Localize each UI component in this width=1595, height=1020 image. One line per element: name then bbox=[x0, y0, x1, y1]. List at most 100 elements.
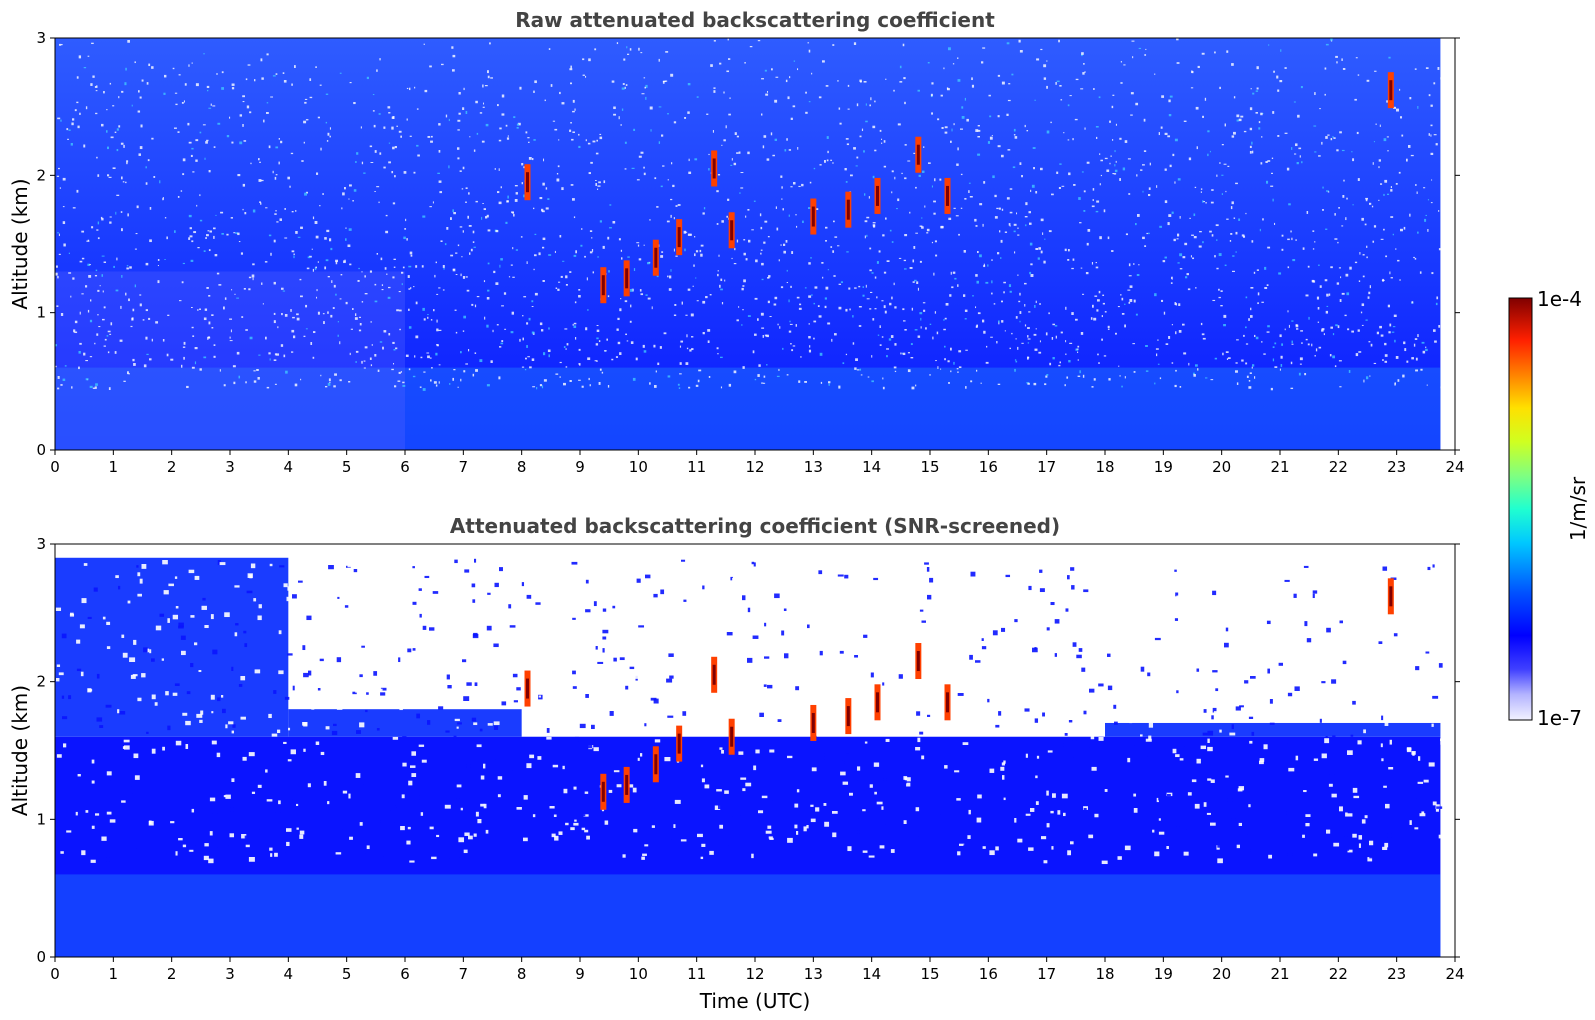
speckle bbox=[1030, 263, 1033, 266]
speckle bbox=[547, 349, 551, 353]
speckle bbox=[1176, 62, 1180, 64]
speckle bbox=[486, 384, 490, 387]
speckle bbox=[1001, 627, 1006, 632]
speckle bbox=[790, 186, 793, 188]
speckle bbox=[640, 753, 643, 757]
speckle bbox=[1212, 707, 1217, 713]
speckle bbox=[1179, 746, 1185, 750]
speckle bbox=[72, 277, 75, 280]
speckle bbox=[402, 618, 407, 623]
speckle bbox=[446, 674, 450, 680]
x-tick-label: 18 bbox=[1095, 458, 1114, 476]
speckle bbox=[1232, 255, 1235, 257]
speckle bbox=[1072, 740, 1077, 744]
speckle bbox=[278, 630, 282, 635]
speckle bbox=[985, 281, 989, 284]
speckle bbox=[448, 118, 450, 122]
speckle bbox=[602, 629, 609, 634]
speckle bbox=[840, 281, 844, 284]
speckle bbox=[873, 762, 880, 767]
speckle bbox=[1196, 758, 1201, 764]
speckle bbox=[183, 341, 186, 345]
speckle bbox=[487, 723, 493, 726]
speckle bbox=[1372, 240, 1375, 243]
speckle bbox=[587, 142, 591, 145]
speckle bbox=[481, 140, 485, 143]
speckle bbox=[883, 271, 887, 274]
speckle bbox=[982, 223, 984, 227]
speckle bbox=[324, 266, 327, 270]
speckle bbox=[800, 356, 802, 358]
speckle bbox=[110, 322, 113, 326]
speckle bbox=[1260, 714, 1266, 717]
speckle bbox=[383, 126, 386, 129]
speckle bbox=[1044, 383, 1047, 386]
speckle bbox=[364, 275, 366, 278]
x-tick-label: 1 bbox=[109, 965, 119, 983]
speckle bbox=[943, 67, 945, 70]
speckle bbox=[563, 788, 568, 794]
speckle bbox=[411, 751, 417, 756]
speckle bbox=[786, 732, 793, 736]
speckle bbox=[762, 335, 764, 338]
speckle bbox=[455, 274, 458, 276]
speckle bbox=[573, 322, 577, 325]
speckle bbox=[1326, 190, 1329, 192]
speckle bbox=[1341, 292, 1345, 295]
speckle bbox=[445, 114, 448, 118]
speckle bbox=[898, 674, 903, 679]
speckle bbox=[438, 180, 442, 183]
speckle bbox=[869, 247, 872, 250]
speckle bbox=[603, 180, 606, 184]
speckle bbox=[922, 302, 926, 304]
speckle bbox=[598, 181, 601, 184]
speckle bbox=[89, 319, 93, 323]
speckle bbox=[764, 588, 770, 593]
speckle bbox=[1245, 326, 1247, 329]
speckle bbox=[673, 217, 675, 220]
speckle bbox=[415, 301, 418, 305]
speckle bbox=[792, 715, 799, 720]
speckle bbox=[1172, 748, 1177, 754]
speckle bbox=[670, 198, 673, 201]
speckle bbox=[987, 264, 989, 267]
speckle bbox=[396, 796, 403, 800]
speckle bbox=[109, 82, 112, 85]
speckle bbox=[570, 184, 574, 186]
speckle bbox=[825, 286, 829, 290]
speckle bbox=[258, 158, 260, 161]
speckle bbox=[68, 695, 72, 700]
speckle bbox=[1226, 50, 1229, 53]
speckle bbox=[751, 853, 754, 859]
speckle bbox=[314, 267, 317, 271]
speckle bbox=[182, 844, 187, 848]
speckle bbox=[1100, 159, 1103, 162]
speckle bbox=[190, 615, 195, 618]
speckle bbox=[219, 562, 226, 566]
speckle bbox=[1266, 331, 1270, 333]
speckle bbox=[1133, 793, 1137, 797]
speckle bbox=[1067, 575, 1070, 580]
speckle bbox=[595, 183, 598, 186]
speckle bbox=[81, 293, 84, 295]
speckle bbox=[1058, 39, 1060, 43]
speckle bbox=[374, 354, 377, 357]
speckle bbox=[1212, 590, 1217, 596]
speckle bbox=[642, 344, 645, 348]
speckle bbox=[805, 91, 807, 94]
speckle bbox=[1248, 804, 1251, 808]
speckle bbox=[818, 315, 822, 318]
speckle bbox=[422, 215, 426, 218]
speckle bbox=[1133, 299, 1136, 303]
speckle bbox=[241, 834, 247, 839]
speckle bbox=[240, 676, 246, 681]
speckle bbox=[1066, 376, 1069, 379]
speckle bbox=[209, 831, 213, 836]
speckle bbox=[1265, 161, 1268, 163]
speckle bbox=[1179, 253, 1183, 257]
speckle bbox=[325, 726, 330, 730]
speckle bbox=[814, 732, 819, 735]
speckle bbox=[859, 368, 862, 371]
speckle bbox=[178, 74, 181, 76]
speckle bbox=[210, 614, 214, 620]
